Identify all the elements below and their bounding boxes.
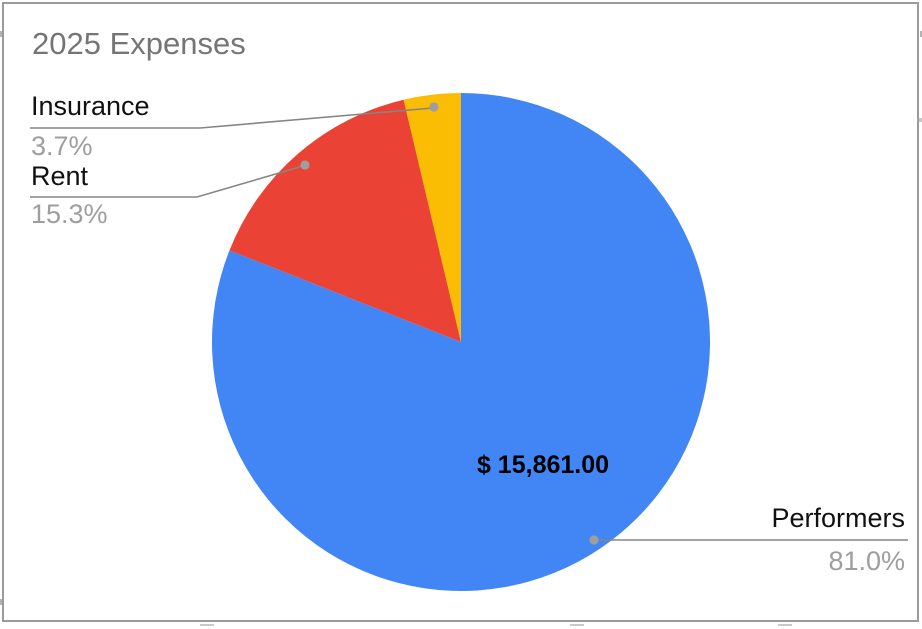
leader-dot-insurance [429, 102, 439, 112]
slice-label-performers: Performers [771, 503, 905, 533]
slice-value-label-performers: $ 15,861.00 [476, 451, 610, 479]
slice-percent-rent: 15.3% [31, 199, 108, 229]
slice-percent-insurance: 3.7% [31, 131, 93, 161]
leader-lines [30, 102, 908, 545]
gridline-stub [919, 118, 922, 122]
gridline-stub [0, 599, 2, 605]
slice-label-insurance: Insurance [31, 91, 150, 121]
leader-dot-performers [589, 535, 599, 545]
slice-percent-performers: 81.0% [828, 546, 905, 576]
pie-slice-performers[interactable] [212, 93, 711, 591]
pie-slices [212, 93, 711, 591]
gridline-stub [570, 624, 584, 626]
gridline-stub [200, 624, 214, 626]
leader-dot-rent [300, 160, 310, 170]
gridline-stub [920, 31, 922, 37]
gridline-stub [0, 31, 2, 37]
pie-slice-rent[interactable] [229, 99, 461, 342]
slice-label-rent: Rent [31, 161, 89, 191]
chart-title: 2025 Expenses [32, 26, 246, 61]
leader-line-rent [30, 165, 304, 198]
gridline-stub [778, 624, 792, 626]
leader-line-insurance [30, 107, 434, 129]
pie-slice-insurance[interactable] [403, 93, 461, 342]
